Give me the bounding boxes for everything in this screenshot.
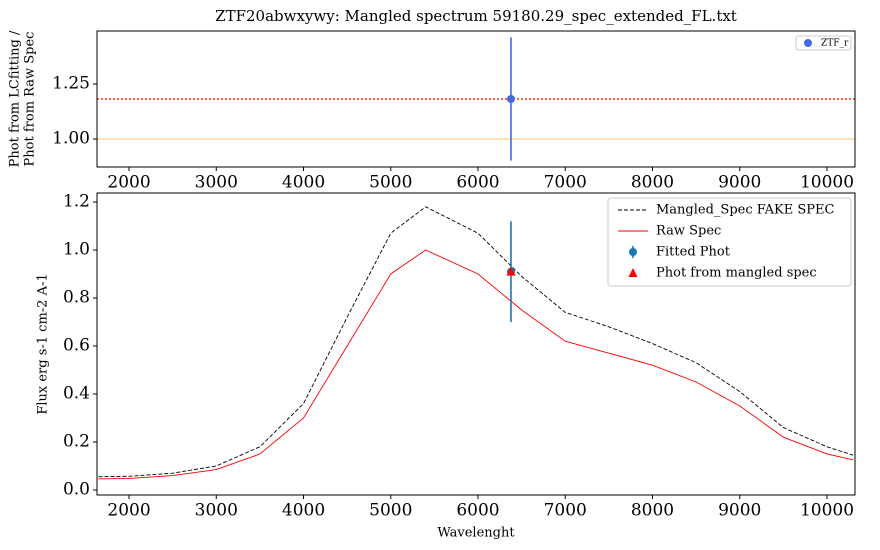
x-tick-label: 10000 — [800, 501, 854, 521]
x-tick-label: 6000 — [456, 173, 499, 193]
x-tick-label: 3000 — [195, 173, 238, 193]
y-tick-label: 0.4 — [63, 383, 90, 403]
x-tick-label: 8000 — [631, 501, 674, 521]
y-tick-label: 0.0 — [63, 479, 90, 499]
x-tick-label: 2000 — [107, 173, 150, 193]
y-tick-label: 1.25 — [52, 74, 90, 94]
x-tick-label: 4000 — [282, 173, 325, 193]
x-tick-label: 9000 — [718, 501, 761, 521]
x-tick-label: 7000 — [544, 173, 587, 193]
x-tick-label: 5000 — [369, 173, 412, 193]
legend-label: Phot from mangled spec — [656, 266, 817, 281]
y-tick-label: 0.2 — [63, 431, 90, 451]
legend-swatch — [629, 248, 637, 256]
triangle-marker — [506, 266, 516, 276]
y-tick-label: 1.00 — [52, 129, 90, 149]
y-axis-label: Phot from Raw Spec — [23, 32, 38, 167]
spectrum-line — [98, 206, 854, 478]
plot-area — [97, 37, 855, 161]
x-tick-label: 10000 — [800, 173, 854, 193]
axes-frame — [96, 192, 856, 496]
legend-swatch — [628, 268, 638, 277]
x-tick-label: 6000 — [456, 501, 499, 521]
x-tick-label: 5000 — [369, 501, 412, 521]
legend-label: Raw Spec — [656, 224, 721, 239]
legend-swatch — [804, 39, 812, 47]
y-axis-label: Phot from LCfitting / — [8, 30, 23, 167]
x-tick-label: 8000 — [631, 173, 674, 193]
y-tick-label: 1.2 — [63, 191, 90, 211]
legend-box — [607, 197, 852, 287]
x-tick-label: 7000 — [544, 501, 587, 521]
chart-title: ZTF20abwxywy: Mangled spectrum 59180.29_… — [215, 7, 737, 25]
y-tick-label: 0.8 — [63, 287, 90, 307]
data-point — [506, 95, 515, 103]
y-axis-label: Flux erg s-1 cm-2 A-1 — [36, 273, 51, 414]
x-axis-label: Wavelenght — [437, 526, 515, 541]
legend-label: ZTF_r — [821, 39, 849, 49]
x-tick-label: 3000 — [195, 501, 238, 521]
plot-area — [98, 206, 854, 480]
legend-label: Fitted Phot — [656, 245, 731, 260]
spectrum-line — [98, 249, 854, 480]
y-tick-label: 1.0 — [63, 239, 90, 259]
y-tick-label: 0.6 — [63, 335, 90, 355]
axes-frame — [96, 30, 856, 168]
x-tick-label: 2000 — [107, 501, 150, 521]
x-tick-label: 9000 — [718, 173, 761, 193]
legend-label: Mangled_Spec FAKE SPEC — [656, 203, 835, 218]
x-tick-label: 4000 — [282, 501, 325, 521]
